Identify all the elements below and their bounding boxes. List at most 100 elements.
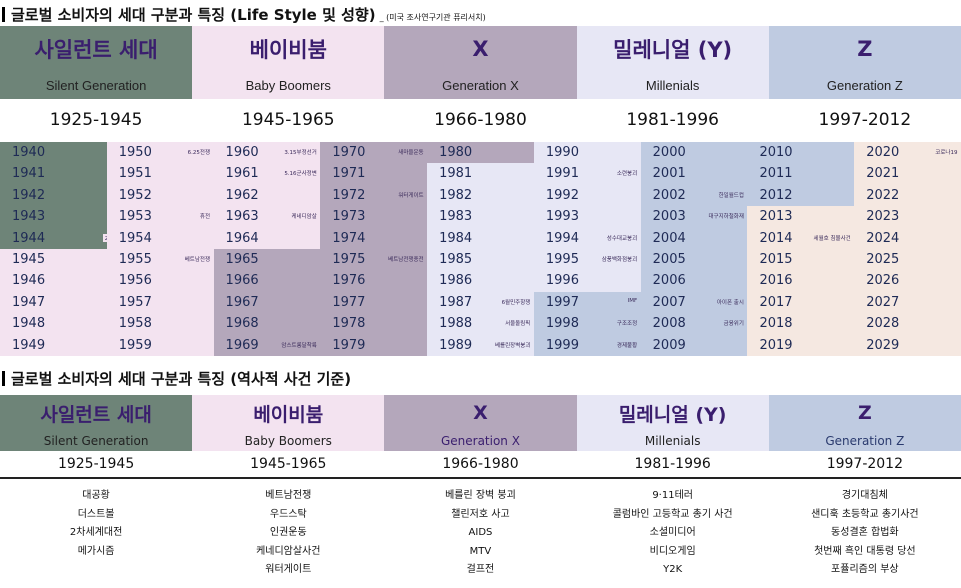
year-cell-1977: 1977 xyxy=(320,291,428,314)
event-item: MTV xyxy=(469,545,492,557)
year-event: 금융위기 xyxy=(723,321,744,328)
year-cell-1951: 1951 xyxy=(106,163,215,185)
year-event: 대구지하철화재 xyxy=(708,214,744,221)
year-label: 1993 xyxy=(545,209,579,225)
year-event: 케네디암살 xyxy=(291,214,317,221)
year-label: 1981 xyxy=(439,166,473,182)
year-cell-2000: 2000 xyxy=(640,142,748,164)
year-event: 소련붕괴 xyxy=(616,171,638,178)
year-label: 2029 xyxy=(866,337,900,353)
year-cell-1976: 1976 xyxy=(320,270,428,292)
year-cell-1958: 1958 xyxy=(106,313,215,335)
year-cell-2002: 2002 한일월드컵 xyxy=(640,184,748,207)
year-cell-1949: 1949 xyxy=(0,334,108,356)
year-event: 베트남전쟁종전 xyxy=(388,257,424,263)
year-event: 3.15부정선거 xyxy=(284,150,317,156)
gen-en-row-1: Silent Generation Baby Boomers Generatio… xyxy=(0,72,961,99)
year-cell-2018: 2018 xyxy=(747,313,855,335)
gen-kr-boomers: 베이비붐 xyxy=(192,26,385,72)
year-label: 2011 xyxy=(759,166,793,182)
historical-events: 대공황 더스트볼 2차세계대전 메가시즘 베트남전쟁 우드스탁 인권운동 케네디암살사건 워터게… xyxy=(0,487,961,580)
year-cell-1943: 1943 xyxy=(0,206,108,228)
gen-range-millenials: 1981-1996 xyxy=(626,110,719,130)
year-label: 1949 xyxy=(12,337,46,353)
year-cell-1984: 1984 xyxy=(427,227,535,249)
gen-range-boomers: 1945-1965 xyxy=(241,110,335,130)
year-event: 경제불황 xyxy=(616,342,638,349)
year-label: 1964 xyxy=(225,230,259,246)
gen-en-boomers: Baby Boomers xyxy=(192,72,385,99)
year-cell-1941: 1941 xyxy=(0,163,108,185)
gen-en-z: Generation Z xyxy=(768,72,961,99)
year-cell-2020: 2020 코로나19 xyxy=(854,142,961,164)
year-cell-1994: 1994 성수대교붕괴 xyxy=(533,227,642,249)
year-cell-2015: 2015 xyxy=(747,249,855,271)
year-cell-1940: 1940 xyxy=(0,142,108,164)
year-cell-1996: 1996 xyxy=(533,270,642,292)
year-label: 2009 xyxy=(652,337,686,353)
year-cell-2023: 2023 xyxy=(854,206,961,228)
event-item: 베를린 장벽 붕괴 xyxy=(445,490,516,501)
gen-kr-z: Z xyxy=(768,395,961,431)
year-cell-1957: 1957 xyxy=(106,291,215,314)
year-label: 1984 xyxy=(439,230,473,246)
event-item: 첫번째 흑인 대통령 당선 xyxy=(814,545,916,557)
year-cell-2022: 2022 xyxy=(854,184,961,207)
year-cell-1980: 1980 xyxy=(427,142,535,164)
year-label: 1994 xyxy=(545,230,579,246)
gen-en-silent: Silent Generation xyxy=(0,72,193,99)
event-item: 9·11테러 xyxy=(652,490,693,501)
year-cell-1953: 1953 휴전 xyxy=(106,206,215,228)
year-cell-1985: 1985 xyxy=(427,249,535,271)
year-label: 1945 xyxy=(12,252,46,267)
year-cell-1945: 1945 xyxy=(0,249,108,271)
year-cell-2009: 2009 xyxy=(640,334,748,356)
year-label: 1983 xyxy=(439,209,473,225)
year-label: 1978 xyxy=(332,316,366,332)
year-cell-2027: 2027 xyxy=(854,291,961,314)
year-label: 1974 xyxy=(332,230,366,246)
year-cell-1960: 1960 3.15부정선거 xyxy=(213,142,321,164)
year-label: 1963 xyxy=(225,209,259,225)
event-item: Y2K xyxy=(663,564,683,575)
year-event: 6.25전쟁 xyxy=(187,150,211,156)
year-label: 1940 xyxy=(12,145,46,160)
year-cell-1987: 1987 6월민주항쟁 xyxy=(427,291,535,314)
year-cell-1990: 1990 xyxy=(533,142,642,164)
year-label: 2007 xyxy=(652,294,686,310)
year-cell-1970: 1970 새마을운동 xyxy=(320,142,428,164)
year-label: 1975 xyxy=(332,252,366,267)
year-cell-1952: 1952 xyxy=(106,184,215,207)
year-cell-1942: 1942 xyxy=(0,184,108,207)
year-label: 1971 xyxy=(332,166,366,182)
year-cell-1993: 1993 xyxy=(533,206,642,228)
heading-lifestyle-title: 글로벌 소비자의 세대 구분과 특징 (Life Style 및 성향) xyxy=(11,6,376,24)
year-label: 1947 xyxy=(12,294,46,310)
year-label: 2015 xyxy=(759,252,793,267)
event-item: 샌디훅 초등학교 총기사건 xyxy=(811,508,919,520)
year-cell-1978: 1978 xyxy=(320,313,428,335)
year-label: 1998 xyxy=(545,316,579,332)
gen-en-boomers: Baby Boomers xyxy=(192,431,385,451)
heading-history-title: 글로벌 소비자의 세대 구분과 특징 (역사적 사건 기준) xyxy=(11,370,352,388)
year-event: 세월호 침몰사건 xyxy=(813,235,851,242)
year-cell-2006: 2006 xyxy=(640,270,748,292)
year-label: 2019 xyxy=(759,337,793,353)
event-item: 비디오게임 xyxy=(649,545,696,557)
year-label: 1944 xyxy=(12,230,46,246)
year-cell-1971: 1971 xyxy=(320,163,428,185)
year-cell-1968: 1968 xyxy=(213,313,321,335)
year-label: 1941 xyxy=(12,166,46,182)
year-label: 1982 xyxy=(439,187,473,203)
event-item: AIDS xyxy=(468,527,493,538)
gen-kr-millenials: 밀레니얼 (Y) xyxy=(576,395,769,431)
year-cell-1963: 1963 케네디암살 xyxy=(213,206,321,228)
year-cell-2001: 2001 xyxy=(640,163,748,185)
year-cell-1983: 1983 xyxy=(427,206,535,228)
year-label: 1985 xyxy=(439,252,473,267)
events-column-4: 경기대침체 샌디훅 초등학교 총기사건 동성결혼 합법화 첫번째 흑인 대통령 당선 포… xyxy=(769,487,961,580)
year-cell-1995: 1995 삼풍백화점붕괴 xyxy=(533,249,642,271)
event-item: 콜럼바인 고등학교 총기 사건 xyxy=(612,508,733,520)
year-cell-1964: 1964 xyxy=(213,227,321,249)
year-label: 1955 xyxy=(118,252,152,267)
